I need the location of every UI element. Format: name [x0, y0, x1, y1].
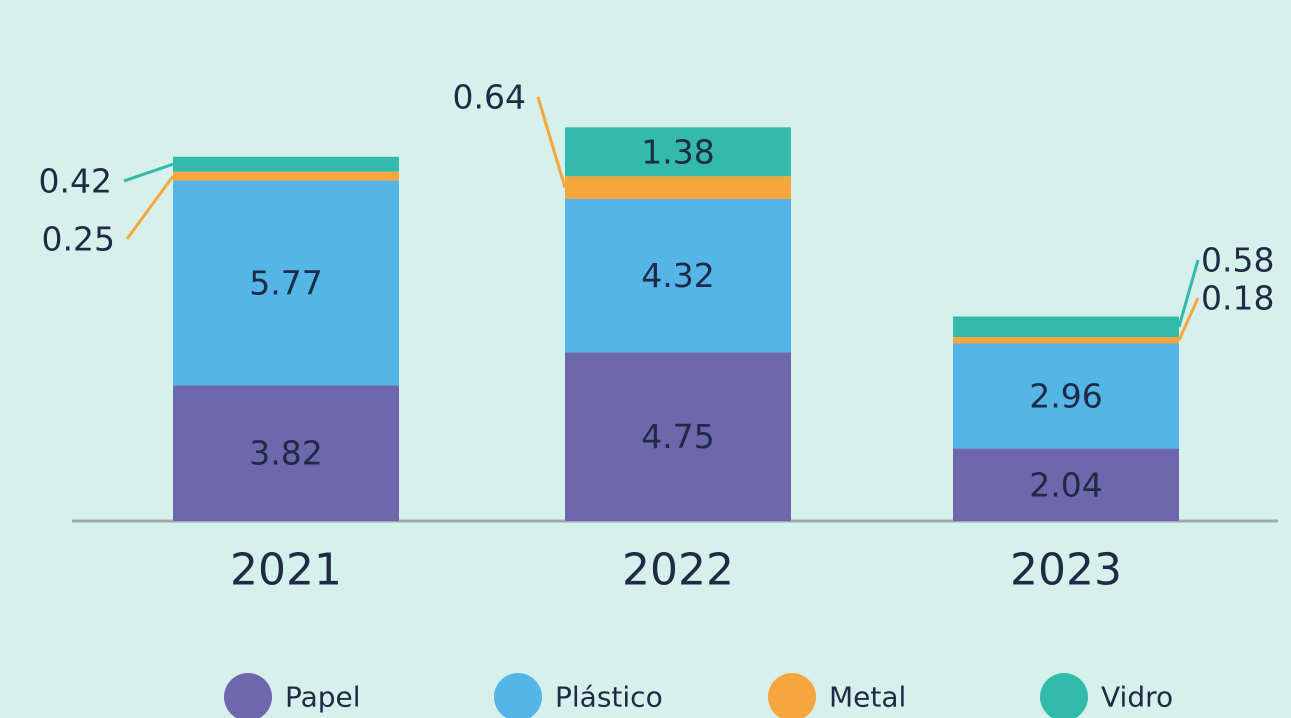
data-label-papel-2022: 4.75: [641, 417, 714, 456]
bar-segment-plastico-2023: [953, 343, 1179, 449]
x-tick-label-2022: 2022: [622, 545, 734, 596]
legend-label-metal: Metal: [829, 681, 906, 714]
bar-segment-papel-2021: [173, 385, 399, 521]
leader-line-metal-2023: [1177, 297, 1200, 341]
legend-swatch-plastico: [494, 673, 542, 718]
legend-label-vidro: Vidro: [1101, 681, 1173, 714]
data-label-vidro-2023: 0.58: [1201, 241, 1274, 280]
legend-label-papel: Papel: [285, 681, 361, 714]
legend-swatch-vidro: [1040, 673, 1088, 718]
bar-segment-papel-2023: [953, 448, 1179, 521]
bar-segment-papel-2022: [565, 352, 791, 521]
bar-segment-vidro-2023: [953, 316, 1179, 338]
legend-label-plastico: Plástico: [555, 681, 663, 714]
bar-segment-metal-2022: [565, 176, 791, 200]
leader-line-metal-2022: [536, 96, 567, 189]
bar-segment-vidro-2021: [173, 156, 399, 172]
data-label-metal-2022: 0.64: [453, 78, 526, 117]
x-tick-label-2023: 2023: [1010, 545, 1122, 596]
bar-segment-plastico-2022: [565, 199, 791, 353]
data-label-metal-2021: 0.25: [42, 220, 115, 259]
data-label-metal-2023: 0.18: [1201, 279, 1274, 318]
data-label-vidro-2021: 0.42: [39, 162, 112, 201]
bar-segment-metal-2023: [953, 337, 1179, 344]
data-label-plastico-2022: 4.32: [641, 256, 714, 295]
bar-segment-metal-2021: [173, 171, 399, 181]
bar-segment-vidro-2022: [565, 127, 791, 177]
leader-line-vidro-2021: [123, 162, 174, 183]
data-label-papel-2021: 3.82: [249, 434, 322, 473]
data-label-plastico-2023: 2.96: [1029, 377, 1102, 416]
leader-line-metal-2021: [125, 175, 175, 240]
legend-swatch-metal: [768, 673, 816, 718]
data-label-papel-2023: 2.04: [1029, 465, 1102, 504]
legend-swatch-papel: [224, 673, 272, 718]
x-tick-label-2021: 2021: [230, 545, 342, 596]
data-label-plastico-2021: 5.77: [249, 263, 322, 302]
bar-segment-plastico-2021: [173, 180, 399, 386]
data-label-vidro-2022: 1.38: [641, 132, 714, 171]
leader-line-vidro-2023: [1177, 259, 1200, 328]
